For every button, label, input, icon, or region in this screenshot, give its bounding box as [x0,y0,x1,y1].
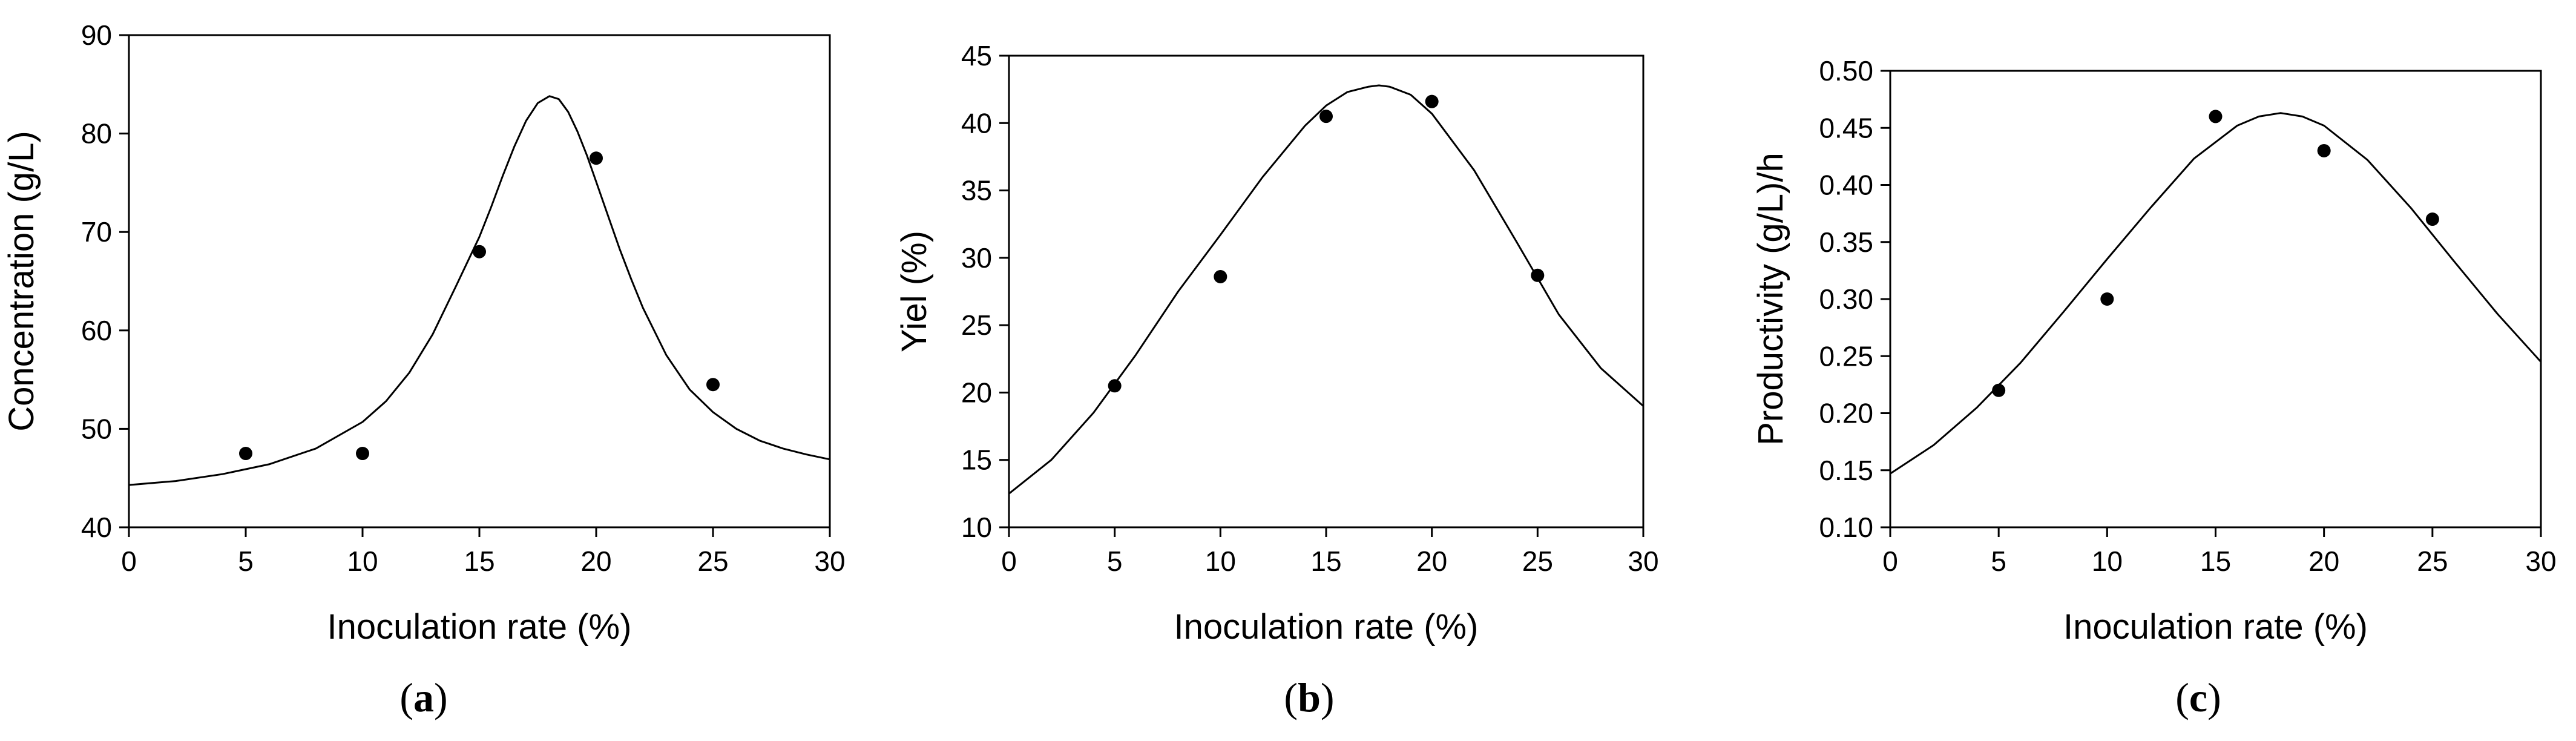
fit-curve [1008,84,1644,495]
y-tick-label: 0.25 [1819,340,1873,372]
panel-label-close-paren: ) [1321,674,1335,720]
x-tick-label: 25 [2417,545,2448,577]
panel-b: 0 5 10 15 20 25 30 10 15 20 25 30 35 40 45 Inoculation … [895,40,1659,720]
y-tick-label: 50 [81,413,112,444]
x-tick-label: 20 [1416,545,1447,577]
y-tick-label: 0.50 [1819,55,1873,87]
x-axis-label: Inoculation rate (%) [327,607,632,647]
x-tick-label: 0 [1001,545,1017,577]
x-tick-label: 30 [2525,545,2556,577]
data-point [1108,379,1122,393]
x-tick-label: 10 [2092,545,2123,577]
data-point [1425,94,1439,108]
y-tick-label: 0.35 [1819,226,1873,258]
panel-label: (c) [2175,674,2221,720]
data-point [356,447,369,461]
panel-a: 0 5 10 15 20 25 30 40 50 60 70 80 90 Inoculation rate… [2,19,846,720]
x-tick-label: 15 [2200,545,2231,577]
y-tick-label: 10 [961,512,992,543]
panel-label: (b) [1284,674,1334,720]
x-axis-label: Inoculation rate (%) [2063,607,2368,647]
panel-c: 0 5 10 15 20 25 30 0.10 0.15 0.20 0.25 0.30 0.35 0.40… [1751,55,2557,720]
panel-label-open-paren: ( [399,674,413,720]
data-point [2317,143,2331,157]
y-tick-label: 45 [961,40,992,71]
x-tick-label: 15 [1310,545,1341,577]
x-tick-label: 0 [1882,545,1898,577]
data-point [590,151,603,165]
x-tick-label: 25 [697,545,728,577]
panel-label-letter: c [2189,674,2207,720]
y-axis-label: Concentration (g/L) [2,131,41,431]
y-tick-label: 40 [81,512,112,543]
x-tick-label: 10 [1205,545,1236,577]
x-tick-label: 25 [1522,545,1553,577]
fit-curve [1890,112,2542,475]
panel-label: (a) [399,674,447,720]
y-tick-label: 0.45 [1819,112,1873,143]
x-tick-label: 20 [580,545,611,577]
y-tick-label: 70 [81,216,112,248]
y-tick-label: 80 [81,118,112,150]
data-point [1531,268,1545,282]
fit-curve [128,95,830,486]
data-point [2100,292,2114,306]
y-tick-label: 30 [961,242,992,274]
x-tick-label: 30 [814,545,845,577]
y-tick-label: 0.40 [1819,170,1873,201]
x-tick-label: 0 [121,545,137,577]
x-tick-label: 5 [1991,545,2006,577]
data-point [1319,110,1333,123]
panel-label-letter: b [1298,674,1321,720]
y-tick-label: 0.30 [1819,283,1873,315]
x-tick-label: 20 [2308,545,2339,577]
data-point [2425,212,2439,226]
data-point [1214,270,1227,284]
panel-label-close-paren: ) [434,674,448,720]
y-tick-label: 0.10 [1819,512,1873,543]
y-tick-label: 0.15 [1819,455,1873,486]
x-tick-label: 30 [1628,545,1658,577]
y-axis-label: Yiel (%) [895,231,934,352]
y-tick-label: 90 [81,19,112,51]
y-tick-label: 40 [961,107,992,139]
x-tick-label: 15 [464,545,494,577]
data-point [1992,383,2006,397]
panel-label-close-paren: ) [2207,674,2221,720]
y-tick-label: 20 [961,377,992,408]
data-point [473,245,486,259]
data-point [706,378,720,392]
panel-label-open-paren: ( [2175,674,2189,720]
x-tick-label: 5 [1107,545,1123,577]
y-tick-label: 35 [961,175,992,206]
y-axis-label: Productivity (g/L)/h [1751,153,1790,446]
y-tick-label: 0.20 [1819,398,1873,429]
x-axis-label: Inoculation rate (%) [1174,607,1479,647]
y-tick-label: 25 [961,309,992,341]
panel-label-open-paren: ( [1284,674,1298,720]
x-tick-label: 5 [238,545,254,577]
y-tick-label: 60 [81,315,112,346]
panel-label-letter: a [413,674,434,720]
data-point [239,447,252,461]
data-point [2209,110,2223,123]
y-tick-label: 15 [961,444,992,476]
x-tick-label: 10 [347,545,378,577]
